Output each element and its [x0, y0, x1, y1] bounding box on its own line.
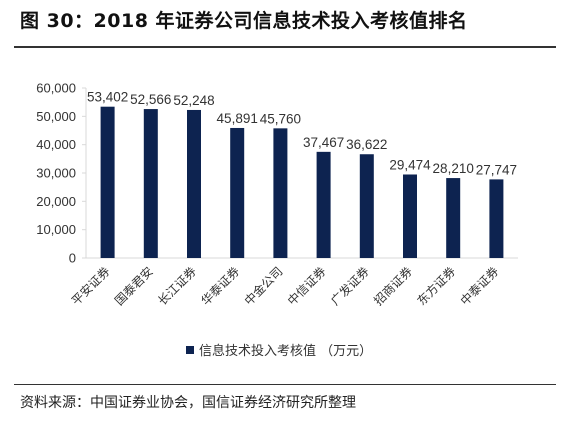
category-label: 华泰证券: [198, 264, 243, 309]
source-note: 资料来源：中国证券业协会，国信证券经济研究所整理: [20, 395, 356, 411]
data-label: 37,467: [303, 135, 344, 150]
source-rule: [14, 384, 556, 385]
bar: [359, 154, 374, 258]
data-label: 27,747: [476, 162, 517, 177]
data-label: 29,474: [389, 157, 431, 172]
data-label: 45,891: [217, 111, 258, 126]
category-label: 东方证券: [414, 264, 459, 309]
data-label: 52,566: [130, 92, 171, 107]
bar: [100, 106, 115, 258]
y-tick-label: 50,000: [36, 109, 76, 124]
y-tick-label: 30,000: [36, 166, 76, 181]
y-tick-label: 20,000: [36, 194, 76, 209]
bar: [187, 109, 201, 259]
category-label: 招商证券: [371, 264, 416, 309]
title-rule: [14, 46, 556, 48]
chart-legend: 信息技术投入考核值 （万元）: [186, 340, 372, 359]
legend-swatch: [186, 345, 194, 354]
category-label: 国泰君安: [111, 264, 156, 309]
y-tick-label: 0: [69, 251, 76, 266]
data-label: 36,622: [346, 137, 387, 152]
y-tick-label: 60,000: [36, 81, 76, 96]
data-label: 52,248: [173, 93, 214, 108]
y-tick-label: 40,000: [36, 137, 76, 152]
bar: [316, 151, 331, 258]
bar: [273, 128, 288, 258]
y-tick-label: 10,000: [36, 222, 76, 237]
data-label: 45,760: [260, 111, 301, 126]
data-label: 53,402: [87, 90, 128, 105]
category-label: 平安证券: [68, 264, 113, 309]
bar: [143, 109, 158, 258]
bar: [403, 174, 417, 258]
legend-label: 信息技术投入考核值 （万元）: [199, 344, 373, 359]
category-label: 中信证券: [284, 264, 329, 309]
bar: [446, 178, 461, 258]
category-label: 广发证券: [327, 264, 372, 309]
category-label: 中泰证券: [457, 264, 502, 309]
bar: [230, 127, 245, 259]
category-label: 长江证券: [155, 264, 200, 309]
category-label: 中金公司: [241, 264, 286, 309]
figure-title: 图 30：2018 年证券公司信息技术投入考核值排名: [20, 10, 468, 32]
bar: [489, 179, 504, 258]
data-label: 28,210: [433, 161, 474, 176]
